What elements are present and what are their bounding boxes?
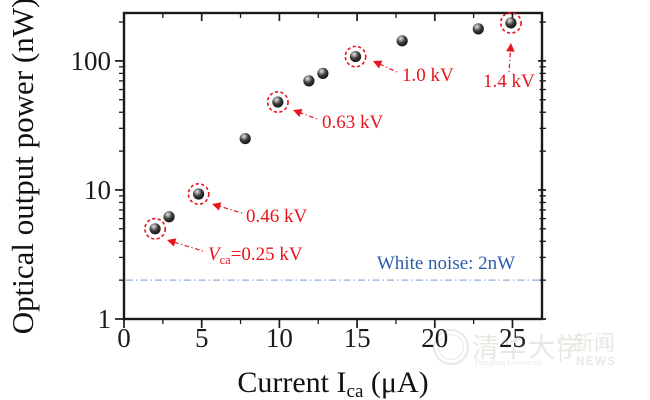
- data-point: [303, 75, 315, 87]
- x-tick-label: 15: [344, 323, 371, 353]
- watermark-seal-icon: [433, 329, 469, 365]
- x-tick-label: 10: [266, 323, 293, 353]
- x-tick-label: 20: [421, 323, 448, 353]
- x-axis-title-main: Current I: [237, 366, 346, 399]
- y-tick-label: 100: [71, 46, 112, 76]
- highlight-ring: [144, 217, 167, 240]
- noise-label: White noise: 2nW: [377, 253, 515, 274]
- annotation-arrow-line: [171, 240, 204, 252]
- annotation-arrowhead-icon: [212, 202, 222, 211]
- annotation-label-part: 0.63 kV: [322, 112, 384, 133]
- data-point: [272, 96, 284, 108]
- annotation-label-part: 0.46 kV: [246, 206, 308, 227]
- annotation-label: 0.46 kV: [246, 206, 308, 227]
- watermark-news-cn: 新闻: [573, 331, 615, 355]
- data-point: [317, 67, 329, 79]
- watermark: 清华大学 Tsinghua University | 新闻 NEWS: [433, 329, 617, 368]
- annotation-label-part: =0.25 kV: [231, 244, 303, 265]
- annotation-label: 1.0 kV: [402, 65, 454, 86]
- x-axis-title-unit: (μA): [363, 366, 428, 399]
- annotation-arrow-line: [377, 62, 398, 73]
- watermark-divider: |: [558, 332, 563, 362]
- x-axis-title: Current Ica (μA): [237, 366, 428, 400]
- annotation-arrow-line: [216, 204, 243, 214]
- highlight-ring: [266, 91, 289, 114]
- watermark-org-en: Tsinghua University: [474, 357, 544, 367]
- y-tick-label: 1: [98, 304, 112, 334]
- data-point: [163, 211, 175, 223]
- x-tick-label: 25: [499, 323, 526, 353]
- data-points: [144, 11, 522, 240]
- annotation-arrowhead-icon: [506, 43, 515, 52]
- highlight-ring: [187, 183, 210, 206]
- annotation-label: Vca=0.25 kV: [208, 244, 303, 267]
- annotation-arrowhead-icon: [373, 60, 383, 69]
- x-axis-title-sub: ca: [347, 381, 364, 400]
- data-point: [239, 132, 251, 145]
- highlight-ring: [344, 45, 367, 68]
- annotation-label-part: 1.0 kV: [402, 65, 454, 86]
- x-tick-label: 0: [117, 323, 131, 353]
- data-point: [192, 188, 205, 200]
- annotation-label-part: 1.4 kV: [483, 71, 535, 92]
- y-tick-label: 10: [84, 175, 111, 205]
- annotation-label: 0.63 kV: [322, 112, 384, 133]
- y-axis-title: Optical output power (nW): [5, 0, 40, 334]
- annotation-arrowhead-icon: [293, 108, 303, 118]
- data-point: [472, 23, 484, 35]
- watermark-news-en: NEWS: [576, 356, 617, 368]
- annotation-label-part: ca: [220, 253, 232, 267]
- data-point: [505, 17, 517, 29]
- highlight-ring: [499, 11, 522, 34]
- annotation-arrowhead-icon: [167, 238, 177, 247]
- axis-tick-labels: 0 5 10 15 20 25 1 10 100: [71, 46, 526, 353]
- watermark-org-cn: 清华大学: [472, 333, 584, 363]
- annotation-label: 1.4 kV: [483, 71, 535, 92]
- data-point: [149, 223, 161, 235]
- annotations: Vca=0.25 kV 0.46 kV 0.63 kV 1.0 kV 1.4 kV: [167, 43, 535, 267]
- annotation-label-part: V: [208, 244, 222, 265]
- data-point: [396, 35, 408, 47]
- watermark-seal-inner-icon: [437, 333, 465, 361]
- annotation-arrow-line: [508, 47, 512, 73]
- x-tick-label: 5: [195, 323, 209, 353]
- plot-frame: [122, 11, 544, 321]
- data-point: [349, 50, 362, 63]
